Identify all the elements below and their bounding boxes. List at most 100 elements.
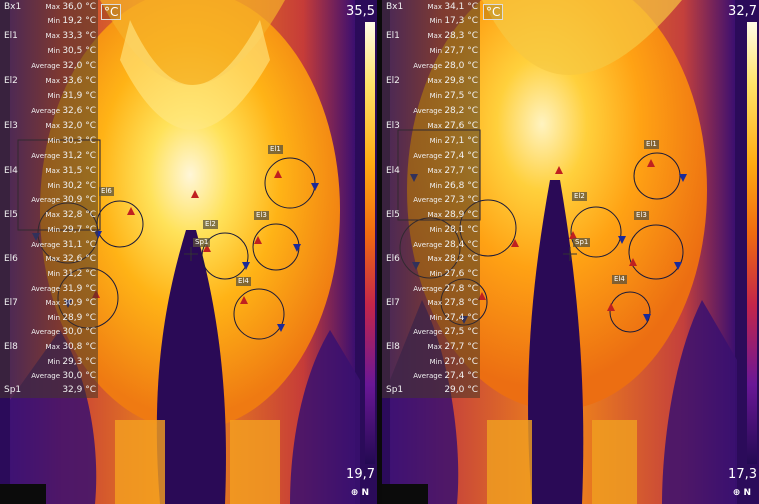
readout-group: Bx1 (4, 2, 22, 12)
readout-kind: Max (427, 343, 442, 351)
measurement-tag: Sp1 (573, 238, 591, 247)
readout-row: El4 Max 31,5 °C (0, 166, 98, 180)
measurement-tag: El4 (612, 275, 627, 284)
readout-kind: Average (413, 285, 442, 293)
readout-kind: Average (413, 107, 442, 115)
readout-kind: Max (45, 77, 60, 85)
readout-kind: Average (31, 285, 60, 293)
readout-kind: Average (413, 328, 442, 336)
readout-row: Average 28,0 °C (382, 61, 480, 75)
readout-group: El2 (4, 76, 18, 86)
readout-value: 27,6 °C (444, 269, 478, 279)
readout-row: Min 27,0 °C (382, 357, 480, 371)
readout-row: El6 Max 32,6 °C (0, 254, 98, 268)
readout-row: Average 31,9 °C (0, 284, 98, 298)
readout-value: 27,8 °C (444, 298, 478, 308)
readout-row: Min 26,8 °C (382, 181, 480, 195)
readout-row: Average 28,2 °C (382, 106, 480, 120)
readout-value: 30,0 °C (62, 371, 96, 381)
readout-value: 27,0 °C (444, 357, 478, 367)
scale-max-label: 32,7 (728, 4, 757, 19)
readout-value: 32,0 °C (62, 61, 96, 71)
readout-kind: Min (47, 314, 60, 322)
readout-kind: Max (45, 122, 60, 130)
readout-value: 28,0 °C (444, 61, 478, 71)
readout-row: El8 Max 27,7 °C (382, 342, 480, 356)
readout-kind: Average (31, 328, 60, 336)
readout-group: El1 (4, 31, 18, 41)
readout-value: 27,7 °C (444, 342, 478, 352)
thermal-panel-left: Bx1 Max 36,0 °C Min 19,2 °C El1 Max 33,3 °C M… (0, 0, 377, 504)
readout-value: 32,6 °C (62, 254, 96, 264)
readout-kind: Average (31, 152, 60, 160)
readout-group: El5 (4, 210, 18, 220)
readout-value: 31,2 °C (62, 269, 96, 279)
readout-kind: Min (47, 226, 60, 234)
readout-kind: Average (413, 196, 442, 204)
measurement-tag: El4 (236, 277, 251, 286)
measurement-tag: Sp1 (193, 238, 211, 247)
measurement-tag: El1 (644, 140, 659, 149)
readout-value: 26,8 °C (444, 181, 478, 191)
readout-kind: Average (31, 372, 60, 380)
readout-group: Bx1 (386, 2, 404, 12)
readout-row: El1 Max 33,3 °C (0, 31, 98, 45)
readout-row: Min 30,5 °C (0, 46, 98, 60)
readout-row: Average 30,0 °C (0, 371, 98, 385)
readout-row: El2 Max 33,6 °C (0, 76, 98, 90)
readout-kind: Max (45, 3, 60, 11)
measurement-tag: El3 (634, 211, 649, 220)
readout-kind: Max (427, 122, 442, 130)
readout-value: 30,5 °C (62, 46, 96, 56)
readout-value: 30,2 °C (62, 181, 96, 191)
measurement-readout: Bx1 Max 34,1 °C Min 17,3 °C El1 Max 28,3 °C M… (382, 0, 480, 398)
readout-value: 17,3 °C (444, 16, 478, 26)
measurement-tag: El2 (203, 220, 218, 229)
readout-row: El6 Max 28,2 °C (382, 254, 480, 268)
scale-min-label: 19,7 (346, 467, 375, 482)
readout-kind: Average (31, 107, 60, 115)
readout-row: Min 17,3 °C (382, 16, 480, 30)
readout-group: El5 (386, 210, 400, 220)
readout-kind: Max (427, 255, 442, 263)
readout-group: El8 (4, 342, 18, 352)
readout-kind: Max (427, 77, 442, 85)
readout-row: Min 27,6 °C (382, 269, 480, 283)
readout-value: 19,2 °C (62, 16, 96, 26)
readout-value: 30,3 °C (62, 136, 96, 146)
readout-group: El1 (386, 31, 400, 41)
readout-value: 29,0 °C (444, 385, 478, 395)
readout-value: 31,5 °C (62, 166, 96, 176)
readout-kind: Max (45, 167, 60, 175)
readout-value: 30,9 °C (62, 195, 96, 205)
readout-value: 31,1 °C (62, 240, 96, 250)
color-scale-bar (365, 22, 375, 464)
readout-group: El3 (4, 121, 18, 131)
readout-row: Min 29,7 °C (0, 225, 98, 239)
readout-kind: Average (413, 152, 442, 160)
readout-kind: Average (413, 62, 442, 70)
readout-value: 29,7 °C (62, 225, 96, 235)
color-scale-bar (747, 22, 757, 464)
readout-kind: Min (429, 137, 442, 145)
readout-kind: Min (47, 358, 60, 366)
readout-row: El4 Max 27,7 °C (382, 166, 480, 180)
readout-value: 31,2 °C (62, 151, 96, 161)
readout-row: Bx1 Max 34,1 °C (382, 2, 480, 16)
readout-value: 27,1 °C (444, 136, 478, 146)
readout-kind: Min (47, 47, 60, 55)
readout-kind: Max (45, 255, 60, 263)
readout-group: El4 (4, 166, 18, 176)
readout-row: Min 30,2 °C (0, 181, 98, 195)
readout-kind: Max (427, 167, 442, 175)
readout-value: 33,6 °C (62, 76, 96, 86)
readout-kind: Max (427, 299, 442, 307)
readout-value: 27,5 °C (444, 91, 478, 101)
readout-value: 36,0 °C (62, 2, 96, 12)
readout-kind: Min (47, 182, 60, 190)
readout-group: El6 (4, 254, 18, 264)
readout-value: 28,2 °C (444, 254, 478, 264)
readout-kind: Min (429, 182, 442, 190)
readout-row: El7 Max 30,9 °C (0, 298, 98, 312)
measurement-tag: El1 (268, 145, 283, 154)
